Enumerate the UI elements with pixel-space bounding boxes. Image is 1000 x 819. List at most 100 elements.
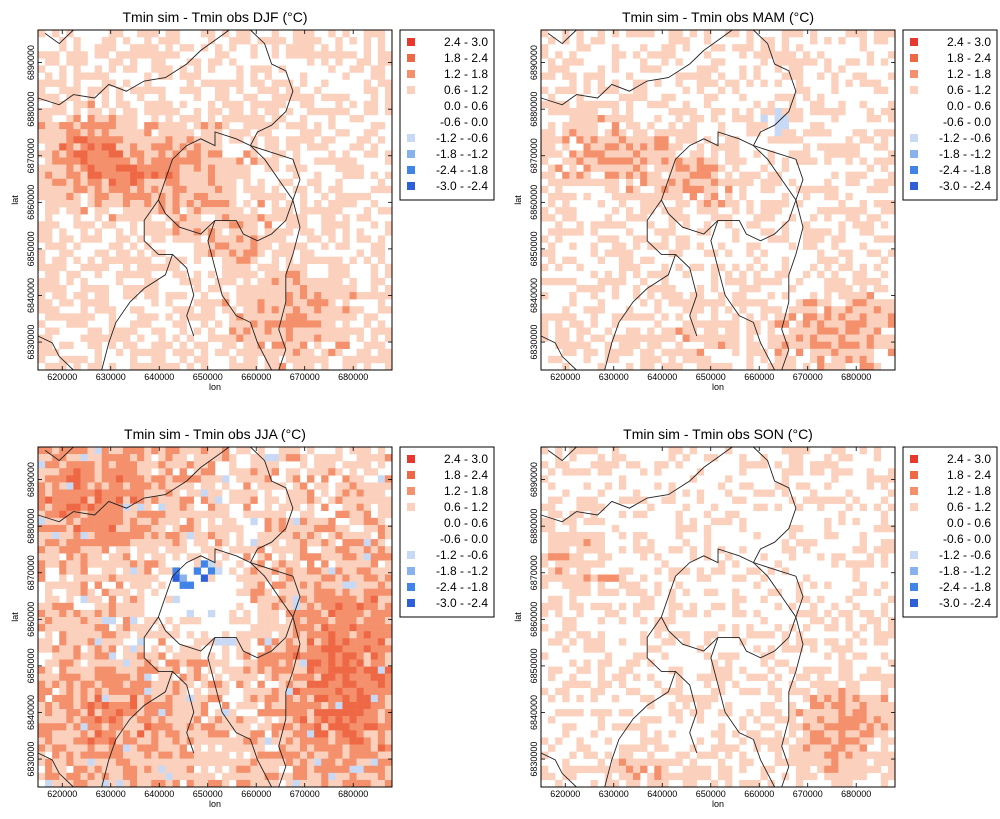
grid-cell [151, 143, 159, 151]
grid-cell [94, 327, 102, 335]
grid-cell [370, 171, 379, 179]
grid-cell [264, 107, 272, 116]
grid-cell [774, 115, 782, 123]
grid-cell [80, 178, 88, 187]
grid-cell [689, 327, 698, 335]
grid-cell [80, 567, 88, 575]
grid-cell [115, 694, 124, 703]
grid-cell [73, 482, 81, 490]
grid-cell [115, 157, 124, 165]
grid-cell [314, 631, 322, 639]
y-tick-label: 6850000 [26, 231, 36, 266]
grid-cell [243, 694, 251, 703]
grid-cell [377, 723, 386, 731]
grid-cell [264, 277, 272, 286]
grid-cell [668, 51, 676, 59]
grid-cell [633, 86, 641, 94]
grid-cell [838, 65, 846, 73]
grid-cell [271, 157, 279, 165]
grid-cell [243, 285, 251, 293]
grid-cell [710, 107, 719, 116]
grid-cell [703, 355, 712, 364]
grid-cell [307, 744, 315, 752]
grid-cell [753, 129, 761, 137]
grid-cell [130, 157, 138, 165]
grid-cell [101, 164, 110, 172]
grid-cell [342, 617, 350, 625]
grid-cell [292, 666, 301, 674]
grid-cell [165, 468, 173, 476]
grid-cell [264, 609, 272, 618]
grid-cell [66, 631, 74, 639]
grid-cell [363, 235, 372, 243]
grid-cell [760, 115, 768, 123]
grid-cell [101, 723, 110, 731]
grid-cell [824, 299, 832, 307]
grid-cell [222, 122, 230, 130]
grid-cell [746, 313, 754, 321]
grid-cell [866, 249, 875, 257]
grid-cell [122, 192, 131, 201]
grid-cell [335, 694, 343, 703]
grid-cell [115, 702, 124, 710]
grid-cell [52, 482, 60, 490]
grid-cell [236, 447, 244, 455]
grid-cell [52, 652, 60, 660]
grid-cell [597, 334, 605, 342]
grid-cell [710, 164, 719, 172]
grid-cell [200, 207, 209, 215]
grid-cell [271, 539, 279, 547]
grid-cell [356, 454, 364, 462]
grid-cell [541, 86, 549, 94]
grid-cell [307, 327, 315, 335]
grid-cell [278, 362, 287, 371]
grid-cell [73, 737, 81, 745]
grid-cell [101, 702, 110, 710]
grid-cell [179, 150, 187, 158]
grid-cell [94, 86, 102, 94]
grid-cell [640, 86, 648, 94]
grid-cell [73, 51, 81, 59]
grid-cell [80, 228, 88, 236]
grid-cell [370, 242, 379, 250]
grid-cell [158, 510, 166, 519]
grid-cell [562, 214, 570, 222]
grid-cell [788, 306, 797, 314]
grid-cell [165, 447, 173, 455]
grid-cell [859, 129, 867, 137]
grid-cell [611, 221, 620, 229]
grid-cell [101, 652, 110, 660]
grid-cell [144, 30, 152, 38]
grid-cell [193, 524, 202, 533]
grid-cell [144, 772, 152, 781]
grid-cell [94, 51, 102, 59]
grid-cell [774, 200, 782, 208]
grid-cell [682, 185, 690, 194]
grid-cell [307, 772, 315, 781]
grid-cell [264, 348, 272, 357]
grid-cell [200, 489, 209, 497]
grid-cell [299, 79, 308, 87]
grid-cell [760, 348, 768, 357]
grid-cell [193, 270, 202, 279]
grid-cell [597, 86, 605, 94]
grid-cell [172, 178, 180, 187]
grid-cell [342, 221, 350, 229]
grid-cell [94, 716, 102, 724]
boundary-line [157, 131, 294, 242]
grid-cell [682, 327, 690, 335]
grid-cell [760, 214, 768, 222]
grid-cell [130, 228, 138, 236]
grid-cell [795, 79, 804, 87]
grid-cell [80, 779, 88, 788]
x-tick-label: 660000 [744, 372, 774, 382]
grid-cell [781, 192, 790, 201]
grid-cell [342, 461, 350, 469]
grid-cell [250, 475, 258, 483]
grid-cell [356, 164, 364, 172]
grid-cell [73, 673, 81, 681]
grid-cell [299, 327, 308, 335]
grid-cell [781, 115, 790, 123]
grid-cell [824, 157, 832, 165]
grid-cell [94, 249, 102, 257]
